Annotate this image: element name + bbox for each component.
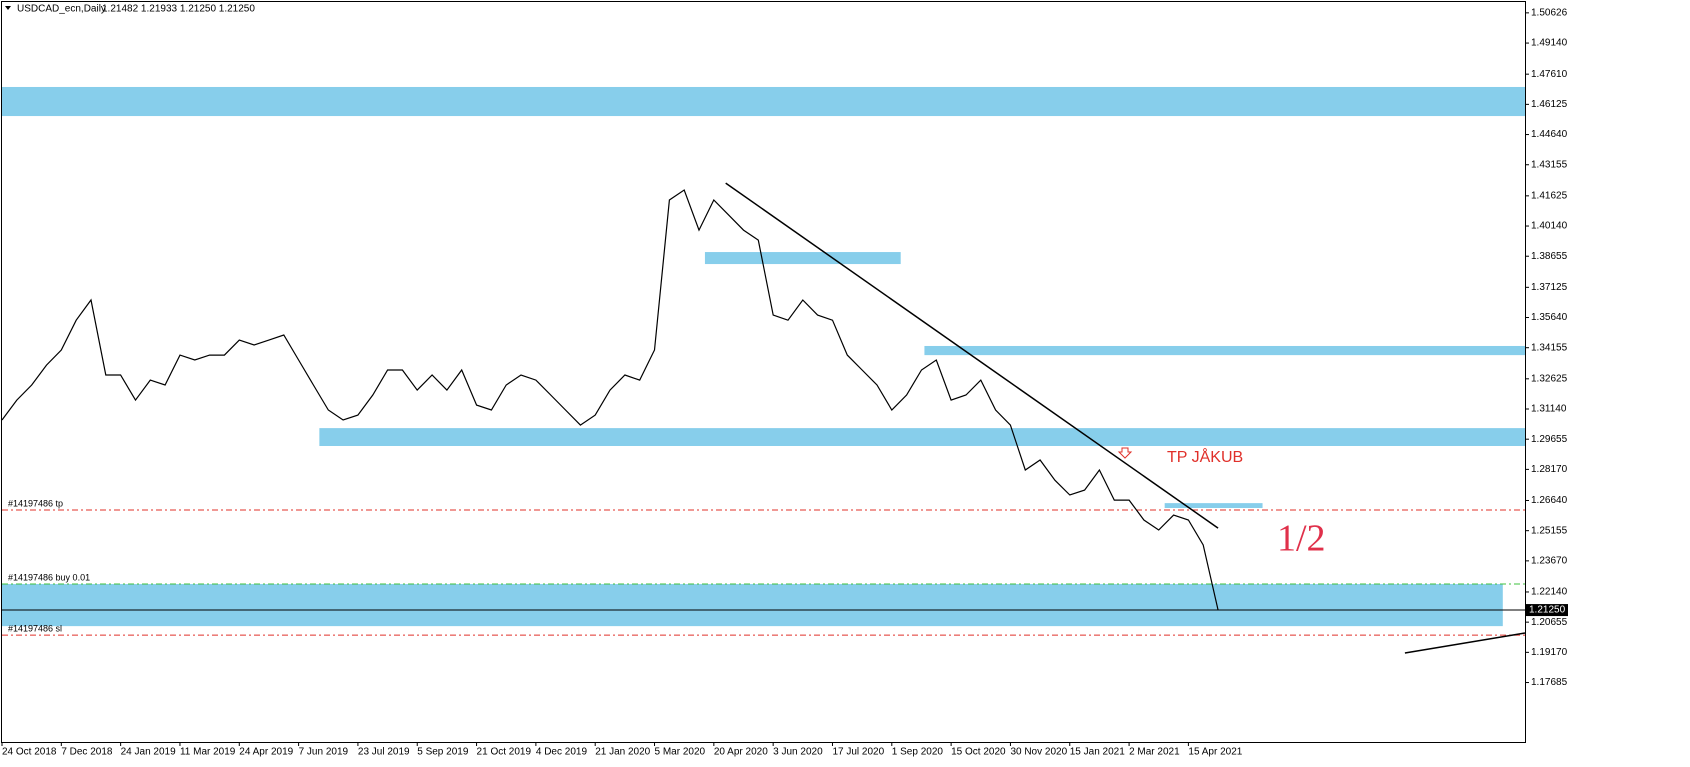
y-tick-label: 1.41625: [1531, 190, 1568, 201]
price-series: [1, 189, 1219, 611]
x-tick-label: 5 Sep 2019: [417, 747, 469, 758]
x-tick-label: 24 Jan 2019: [121, 747, 176, 758]
zone: [924, 345, 1525, 356]
y-tick-label: 1.26640: [1531, 495, 1568, 506]
y-tick-label: 1.29655: [1531, 434, 1568, 445]
x-tick-label: 7 Jun 2019: [299, 747, 349, 758]
x-tick-label: 21 Jan 2020: [595, 747, 650, 758]
x-tick-label: 15 Oct 2020: [951, 747, 1006, 758]
zone: [319, 428, 1525, 446]
annotation: TP JÅKUB: [1167, 447, 1243, 466]
x-tick-label: 4 Dec 2019: [536, 747, 588, 758]
x-tick-label: 15 Apr 2021: [1188, 747, 1242, 758]
y-tick-label: 1.23670: [1531, 556, 1568, 567]
menu-arrow: [5, 6, 11, 10]
y-tick-label: 1.22140: [1531, 587, 1568, 598]
y-tick-label: 1.20655: [1531, 617, 1568, 628]
ohlc-readout: 1.21482 1.21933 1.21250 1.21250: [102, 4, 255, 15]
y-tick-label: 1.40140: [1531, 221, 1568, 232]
x-tick-label: 11 Mar 2019: [180, 747, 236, 758]
y-tick-label: 1.43155: [1531, 159, 1568, 170]
y-tick-label: 1.47610: [1531, 69, 1568, 80]
x-tick-label: 3 Jun 2020: [773, 747, 823, 758]
x-tick-label: 30 Nov 2020: [1010, 747, 1067, 758]
zone: [704, 252, 901, 265]
y-tick-label: 1.25155: [1531, 525, 1568, 536]
y-tick-label: 1.50626: [1531, 7, 1568, 18]
y-tick-label: 1.38655: [1531, 251, 1568, 262]
price-box: [1526, 604, 1568, 617]
x-tick-label: 23 Jul 2019: [358, 747, 410, 758]
x-tick-label: 24 Apr 2019: [239, 747, 293, 758]
zone: [2, 86, 1525, 117]
annotation: 1/2: [1277, 518, 1326, 560]
order-label: #14197486 buy 0.01: [8, 572, 90, 582]
x-tick-label: 15 Jan 2021: [1070, 747, 1125, 758]
price-label: 1.21250: [1529, 605, 1566, 616]
y-tick-label: 1.37125: [1531, 282, 1568, 293]
x-tick-label: 21 Oct 2019: [477, 747, 532, 758]
y-tick-label: 1.44640: [1531, 129, 1568, 140]
y-tick-label: 1.19170: [1531, 647, 1568, 658]
x-tick-label: 5 Mar 2020: [655, 747, 706, 758]
trend-line: [1404, 632, 1526, 654]
y-tick-label: 1.31140: [1531, 404, 1567, 415]
y-tick-label: 1.49140: [1531, 38, 1568, 49]
arrow-marker: [1117, 447, 1133, 459]
y-tick-label: 1.17685: [1531, 677, 1568, 688]
order-label: #14197486 sl: [8, 623, 62, 633]
y-tick-label: 1.32625: [1531, 373, 1568, 384]
y-tick-label: 1.46125: [1531, 99, 1568, 110]
chart-title: USDCAD_ecn,Daily: [17, 4, 106, 15]
y-tick-label: 1.28170: [1531, 464, 1568, 475]
x-tick-label: 2 Mar 2021: [1129, 747, 1180, 758]
x-tick-label: 17 Jul 2020: [832, 747, 884, 758]
x-tick-label: 24 Oct 2018: [2, 747, 57, 758]
plot-frame: [1, 1, 1526, 743]
order-label: #14197486 tp: [8, 498, 63, 508]
x-tick-label: 7 Dec 2018: [61, 747, 113, 758]
zone: [1164, 503, 1263, 509]
x-tick-label: 1 Sep 2020: [892, 747, 944, 758]
zone: [2, 584, 1503, 627]
y-tick-label: 1.34155: [1531, 342, 1568, 353]
trend-line: [725, 182, 1219, 529]
y-tick-label: 1.35640: [1531, 312, 1568, 323]
x-tick-label: 20 Apr 2020: [714, 747, 768, 758]
